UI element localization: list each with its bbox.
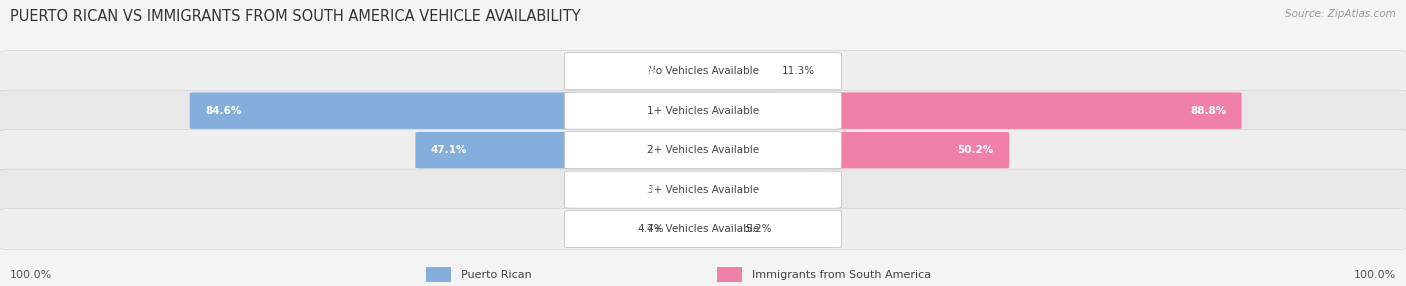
Text: 2+ Vehicles Available: 2+ Vehicles Available [647,145,759,155]
Text: 100.0%: 100.0% [10,270,52,279]
FancyBboxPatch shape [0,51,1406,92]
FancyBboxPatch shape [606,53,707,90]
FancyBboxPatch shape [415,132,707,168]
FancyBboxPatch shape [699,132,1010,168]
Text: 84.6%: 84.6% [205,106,242,116]
FancyBboxPatch shape [564,210,842,248]
FancyBboxPatch shape [190,92,707,129]
Text: Source: ZipAtlas.com: Source: ZipAtlas.com [1285,9,1396,19]
Text: 16.7%: 16.7% [756,185,793,194]
FancyBboxPatch shape [699,92,1241,129]
FancyBboxPatch shape [564,132,842,169]
FancyBboxPatch shape [699,53,775,90]
Text: 100.0%: 100.0% [1354,270,1396,279]
Text: 88.8%: 88.8% [1189,106,1226,116]
FancyBboxPatch shape [564,92,842,129]
Text: 11.3%: 11.3% [782,66,815,76]
FancyBboxPatch shape [671,211,707,247]
FancyBboxPatch shape [426,267,451,283]
Text: 4+ Vehicles Available: 4+ Vehicles Available [647,224,759,234]
FancyBboxPatch shape [0,90,1406,131]
Text: PUERTO RICAN VS IMMIGRANTS FROM SOUTH AMERICA VEHICLE AVAILABILITY: PUERTO RICAN VS IMMIGRANTS FROM SOUTH AM… [10,9,581,23]
FancyBboxPatch shape [699,211,738,247]
Text: 5.2%: 5.2% [745,224,772,234]
Text: 50.2%: 50.2% [957,145,994,155]
Text: 15.6%: 15.6% [620,185,657,194]
FancyBboxPatch shape [564,171,842,208]
Text: 3+ Vehicles Available: 3+ Vehicles Available [647,185,759,194]
FancyBboxPatch shape [717,267,742,283]
FancyBboxPatch shape [0,208,1406,250]
Text: Immigrants from South America: Immigrants from South America [752,270,931,279]
Text: 47.1%: 47.1% [430,145,467,155]
FancyBboxPatch shape [699,171,807,208]
Text: No Vehicles Available: No Vehicles Available [648,66,758,76]
Text: 15.5%: 15.5% [621,66,657,76]
Text: 4.7%: 4.7% [637,224,664,234]
FancyBboxPatch shape [0,130,1406,171]
Text: 1+ Vehicles Available: 1+ Vehicles Available [647,106,759,116]
FancyBboxPatch shape [0,169,1406,210]
FancyBboxPatch shape [564,53,842,90]
Text: Puerto Rican: Puerto Rican [461,270,531,279]
FancyBboxPatch shape [605,171,707,208]
